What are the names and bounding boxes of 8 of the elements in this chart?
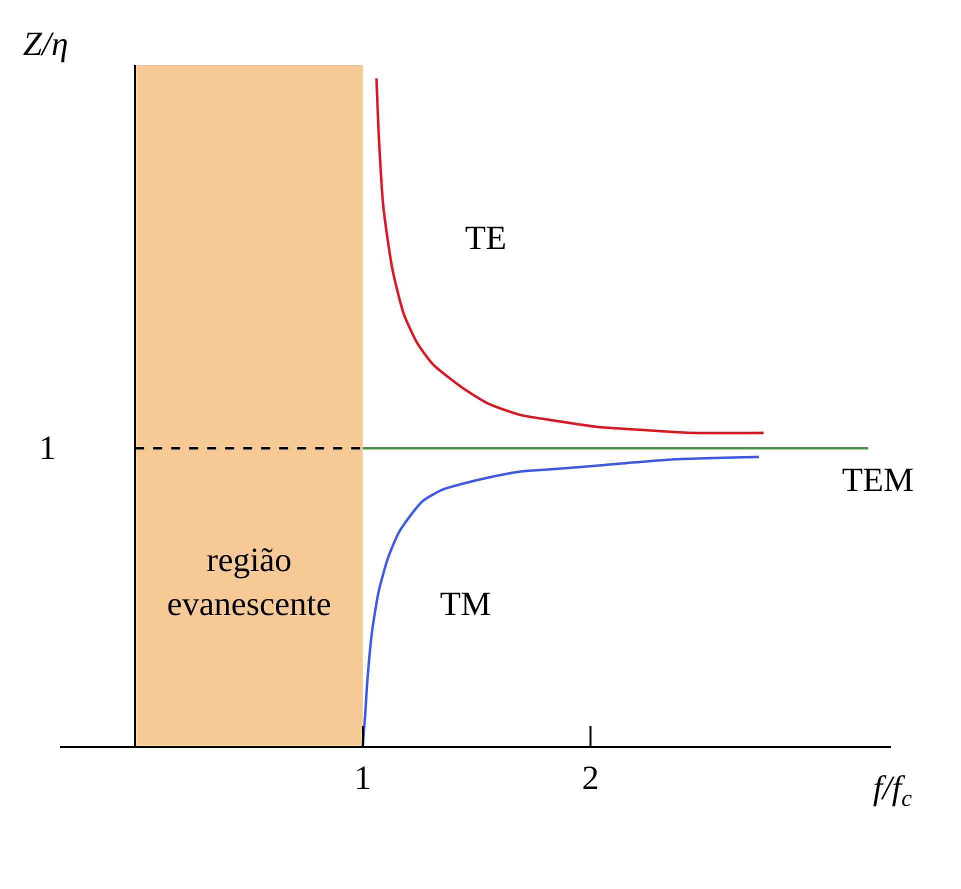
y-axis-title: Z/η (23, 26, 68, 63)
band-label: região evanescente (167, 542, 332, 624)
series-label: TEM (842, 462, 914, 499)
text: 1 (39, 430, 56, 467)
text: TE (465, 220, 507, 257)
x-tick-label: 2 (582, 760, 599, 797)
series-label: TM (440, 586, 491, 623)
x-axis-title: f/f$_{c}$ (873, 770, 912, 812)
